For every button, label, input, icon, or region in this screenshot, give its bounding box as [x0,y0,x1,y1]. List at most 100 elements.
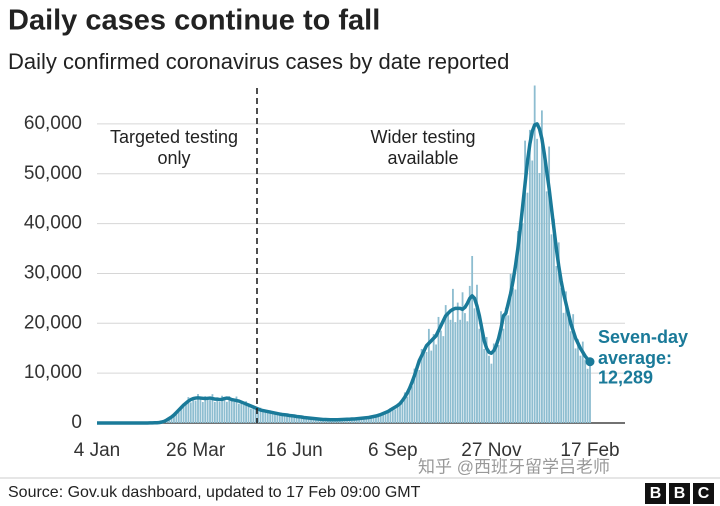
bar [430,350,433,423]
bar [312,418,315,423]
bar [581,341,584,423]
bar [254,408,257,423]
bar [269,410,272,423]
bar [521,223,524,423]
bar [420,348,423,423]
bar [322,420,324,423]
bar [286,415,288,423]
bar [372,415,375,423]
bar [314,419,317,423]
bar [235,396,238,423]
bar [300,416,303,423]
bar [209,400,211,423]
bar [197,394,199,423]
bar [516,231,519,423]
bar [225,401,228,423]
bar [192,397,195,423]
bar [473,308,476,423]
bar [584,359,587,423]
bar [185,404,187,423]
bar [524,140,526,423]
bar [358,419,361,423]
bar [394,409,397,423]
bar [401,402,404,423]
y-tick-label: 50,000 [24,163,82,184]
bar [507,315,510,423]
plot-area: 12,289 [97,85,653,425]
bar [295,416,298,423]
y-tick-label: 20,000 [24,312,82,333]
bar [418,370,421,423]
bar [471,255,474,423]
annotation: Targeted testing [110,127,238,147]
bar [175,413,178,423]
bar [480,323,483,423]
bar [274,414,276,423]
bar [290,416,293,423]
bar [293,414,296,423]
bar [177,411,180,423]
bar [384,412,387,423]
bar [543,153,546,423]
bar [242,405,245,423]
bar [408,386,411,423]
x-tick-label: 4 Jan [74,440,120,461]
bar [514,289,517,423]
annotation: Seven-day [598,327,688,347]
source: Source: Gov.uk dashboard, updated to 17 … [8,484,421,501]
bar [343,419,346,423]
bar [233,401,235,423]
bar [569,331,572,423]
bar [216,397,219,423]
bar [245,401,248,423]
bar [492,343,495,423]
annotation: available [387,148,458,168]
bar [213,401,216,423]
bar [485,337,488,423]
bar [259,407,262,423]
y-tick-label: 10,000 [24,362,82,383]
bar [247,405,250,423]
bar [550,234,553,423]
bar [555,265,558,423]
bar [589,358,591,423]
logo-letter: C [698,485,710,502]
y-tick-label: 30,000 [24,262,82,283]
bar [526,192,529,423]
logo-box [645,483,666,504]
bar [444,305,447,423]
bar [423,350,425,423]
bar [173,413,175,423]
bar [459,319,462,423]
bar [338,419,341,423]
bar [512,288,514,423]
bar [346,419,349,423]
bar [228,396,231,423]
bar [415,370,418,423]
bar [182,405,185,423]
bar [367,417,370,423]
x-tick-label: 26 Mar [166,440,226,461]
bar [425,351,428,423]
bar [567,313,570,423]
bar [391,409,394,423]
bar [442,336,445,423]
bar [439,330,442,423]
bar [375,416,377,423]
bar [199,399,202,423]
bar [403,392,406,423]
y-tick-label: 40,000 [24,213,82,234]
bar [562,312,565,423]
bar [194,400,197,423]
bar [218,401,221,423]
grid: 0 10,000 20,000 30,000 40,000 50,000 60,000 4 J… [24,113,625,461]
bar [189,402,192,423]
bar [548,146,551,423]
bar [389,408,392,423]
bar [406,396,409,423]
bar [396,403,399,423]
bar [476,284,478,423]
annotation: average: [598,348,672,368]
bar [240,401,243,423]
bar [528,129,531,424]
